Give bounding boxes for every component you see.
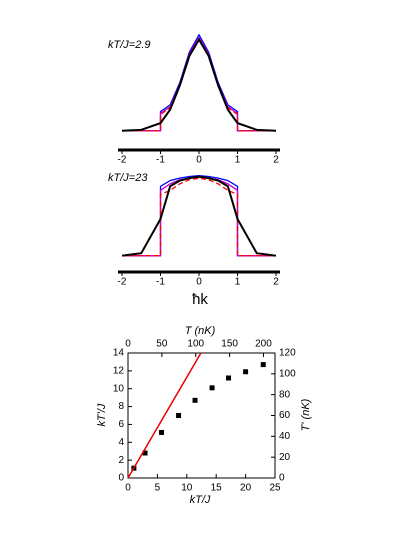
data-line: [122, 176, 276, 257]
tick-label: 15: [211, 483, 223, 494]
tick-label: 60: [279, 410, 291, 421]
data-line: [122, 177, 276, 257]
tick-label: 4: [118, 437, 124, 448]
tick-label: 12: [113, 365, 125, 376]
data-line: [121, 37, 277, 132]
data-line: [122, 37, 276, 132]
tick-label: 8: [118, 401, 124, 412]
data-point: [142, 450, 148, 456]
tick-label: 0: [279, 473, 285, 484]
tick-label: 20: [240, 483, 252, 494]
tick-label: 0: [118, 473, 124, 484]
tick-label: 14: [113, 348, 125, 359]
x-tick-label: 2: [273, 155, 279, 166]
x-tick-label: 1: [235, 155, 241, 166]
data-point: [192, 397, 198, 403]
x-axis-title: ħk: [192, 291, 208, 308]
data-point: [243, 369, 249, 375]
fit-line: [127, 352, 202, 479]
data-point: [209, 385, 215, 391]
tick-label: 5: [155, 483, 161, 494]
data-line: [122, 175, 276, 257]
tick-label: 0: [125, 339, 131, 350]
data-point: [260, 362, 266, 368]
tick-label: 80: [279, 389, 291, 400]
panel-title: kT/J=2.9: [108, 39, 151, 51]
x-tick-label: 0: [196, 155, 202, 166]
plot-frame: [127, 352, 276, 479]
x-tick-label: 0: [196, 277, 202, 288]
tick-label: 10: [113, 383, 125, 394]
tick-label: 100: [279, 368, 296, 379]
x-tick-label: -1: [156, 277, 165, 288]
x-axis-title: kT/J: [190, 494, 211, 506]
x-tick-label: -2: [118, 155, 127, 166]
tick-label: 200: [255, 339, 272, 350]
panel-title: kT/J=23: [108, 172, 148, 184]
tick-label: 25: [269, 483, 281, 494]
tick-label: 50: [156, 339, 168, 350]
tick-label: 120: [279, 348, 296, 359]
data-point: [176, 413, 182, 418]
tick-label: 0: [125, 483, 131, 494]
x-tick-label: -1: [156, 155, 165, 166]
x-tick-label: 1: [235, 277, 241, 288]
x-tick-label: -2: [118, 277, 127, 288]
tick-label: 2: [118, 455, 124, 466]
data-point: [226, 375, 232, 381]
data-line: [121, 175, 277, 257]
tick-label: 40: [279, 431, 291, 442]
tick-label: 20: [279, 452, 291, 463]
tick-label: 6: [118, 419, 124, 430]
x-tick-label: 2: [273, 277, 279, 288]
y-axis-title: kT'/J: [96, 403, 108, 426]
data-point: [159, 429, 165, 435]
x2-axis-title: T (nK): [185, 325, 216, 337]
y2-axis-title: T' (nK): [300, 398, 312, 431]
tick-label: 150: [221, 339, 238, 350]
tick-label: 10: [181, 483, 193, 494]
data-line: [122, 36, 276, 132]
tick-label: 100: [187, 339, 204, 350]
